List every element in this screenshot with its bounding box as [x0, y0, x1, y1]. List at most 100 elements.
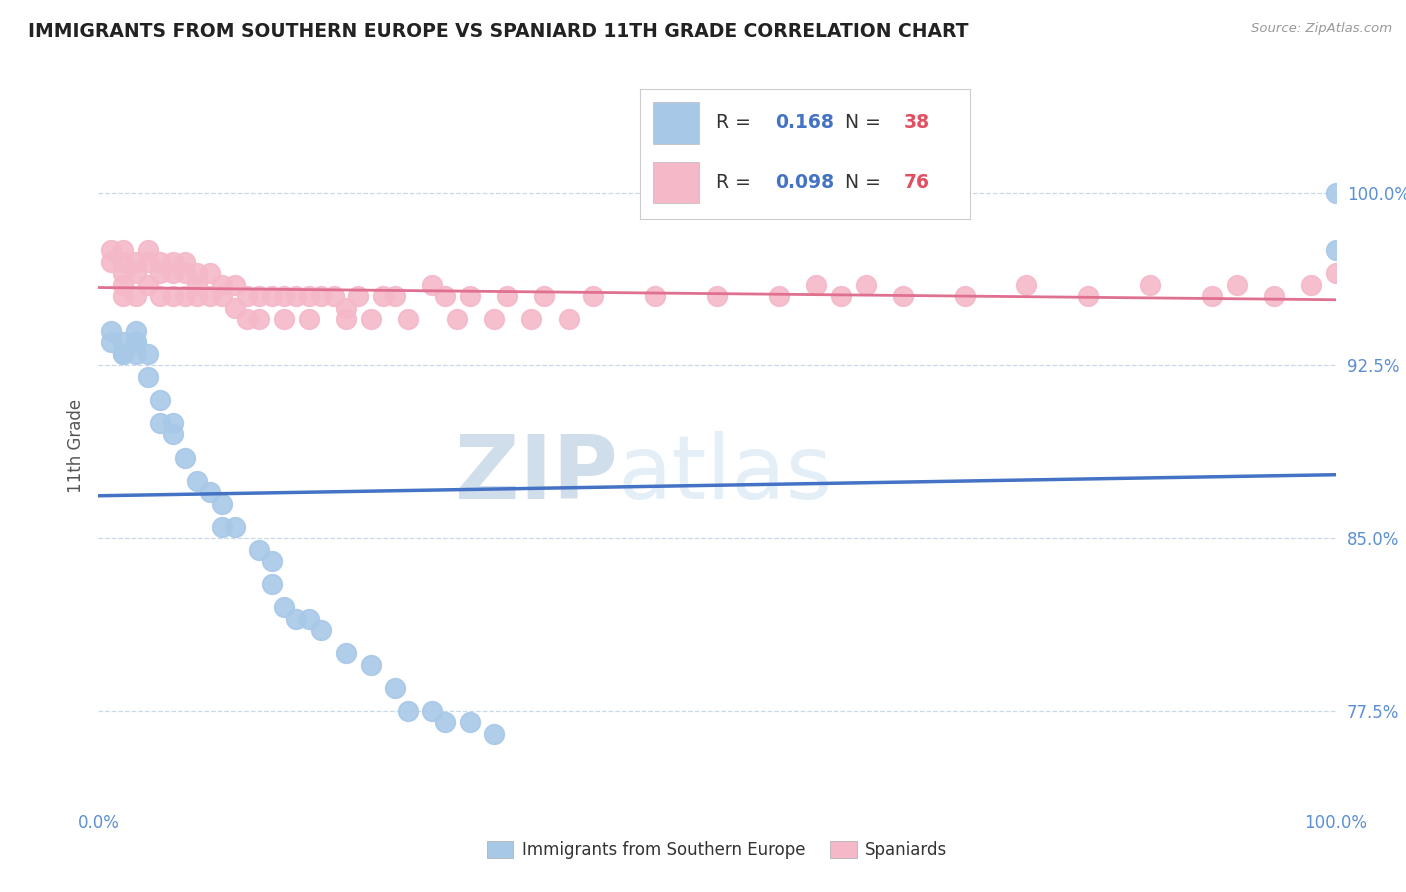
Point [273, 312, 295, 326]
Point [224, 277, 246, 292]
Point [384, 289, 406, 303]
Point [285, 612, 308, 626]
Point [100, 324, 122, 338]
Point [136, 277, 159, 292]
Point [211, 277, 233, 292]
Point [1015, 277, 1038, 292]
Point [112, 335, 135, 350]
Point [830, 289, 852, 303]
Point [557, 312, 579, 326]
Point [124, 289, 146, 303]
Point [384, 681, 406, 695]
Point [953, 289, 976, 303]
Text: N =: N = [845, 113, 880, 132]
Point [162, 427, 184, 442]
Point [124, 324, 146, 338]
Point [422, 277, 444, 292]
Text: N =: N = [845, 173, 880, 192]
Point [309, 289, 332, 303]
Point [211, 519, 233, 533]
Point [1201, 289, 1223, 303]
Point [149, 266, 172, 280]
Point [360, 312, 382, 326]
Point [112, 347, 135, 361]
Point [198, 485, 221, 500]
Point [112, 277, 135, 292]
Point [446, 312, 468, 326]
Point [260, 554, 283, 568]
Point [162, 289, 184, 303]
Point [124, 335, 146, 350]
Point [260, 289, 283, 303]
Point [458, 715, 481, 730]
Point [162, 266, 184, 280]
FancyBboxPatch shape [652, 102, 699, 144]
Point [458, 289, 481, 303]
Point [198, 289, 221, 303]
Point [335, 312, 357, 326]
Point [124, 347, 146, 361]
Point [136, 244, 159, 258]
Point [198, 266, 221, 280]
Point [112, 244, 135, 258]
Point [285, 289, 308, 303]
Point [360, 657, 382, 672]
Point [260, 577, 283, 591]
Point [149, 416, 172, 430]
Point [1077, 289, 1099, 303]
Text: R =: R = [716, 173, 756, 192]
Point [644, 289, 666, 303]
Point [1299, 277, 1322, 292]
Point [347, 289, 370, 303]
Point [112, 266, 135, 280]
Text: 38: 38 [904, 113, 931, 132]
Y-axis label: 11th Grade: 11th Grade [66, 399, 84, 493]
Point [273, 289, 295, 303]
Point [174, 289, 197, 303]
Text: Source: ZipAtlas.com: Source: ZipAtlas.com [1251, 22, 1392, 36]
Point [174, 255, 197, 269]
Point [433, 715, 456, 730]
Point [1263, 289, 1285, 303]
Point [520, 312, 543, 326]
Point [484, 727, 506, 741]
Point [136, 370, 159, 384]
Point [396, 704, 419, 718]
Point [298, 312, 321, 326]
Point [236, 312, 259, 326]
Point [124, 255, 146, 269]
Text: IMMIGRANTS FROM SOUTHERN EUROPE VS SPANIARD 11TH GRADE CORRELATION CHART: IMMIGRANTS FROM SOUTHERN EUROPE VS SPANI… [28, 22, 969, 41]
Text: ZIP: ZIP [456, 431, 619, 518]
Point [1226, 277, 1249, 292]
Point [149, 392, 172, 407]
Point [768, 289, 790, 303]
Point [396, 312, 419, 326]
Point [247, 542, 270, 557]
Point [162, 255, 184, 269]
Point [112, 289, 135, 303]
Point [124, 266, 146, 280]
Point [1324, 186, 1347, 200]
Point [309, 623, 332, 637]
Point [855, 277, 877, 292]
Text: atlas: atlas [619, 431, 834, 518]
Text: 0.098: 0.098 [775, 173, 834, 192]
Point [174, 266, 197, 280]
Point [112, 255, 135, 269]
Point [433, 289, 456, 303]
Point [186, 266, 208, 280]
Point [335, 646, 357, 660]
Point [298, 289, 321, 303]
Point [247, 312, 270, 326]
Point [224, 519, 246, 533]
Text: 76: 76 [904, 173, 929, 192]
Point [224, 301, 246, 315]
Point [422, 704, 444, 718]
Point [1139, 277, 1161, 292]
Point [582, 289, 605, 303]
Point [1324, 266, 1347, 280]
Point [100, 255, 122, 269]
Point [149, 255, 172, 269]
Point [495, 289, 517, 303]
Point [298, 612, 321, 626]
